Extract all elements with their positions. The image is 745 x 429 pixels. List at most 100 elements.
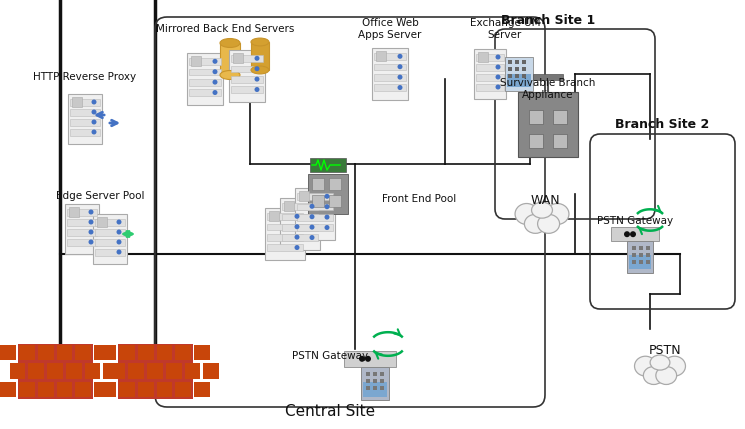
Bar [93, 214, 127, 264]
Bar [166, 363, 182, 379]
Ellipse shape [635, 356, 656, 376]
Bar [67, 209, 97, 215]
Circle shape [624, 231, 630, 237]
Bar [231, 86, 263, 93]
Circle shape [255, 66, 259, 71]
Bar [101, 382, 116, 397]
Bar [529, 110, 543, 124]
Bar [372, 48, 408, 100]
Text: HTTP Reverse Proxy: HTTP Reverse Proxy [34, 72, 136, 82]
Ellipse shape [524, 214, 546, 233]
Bar [553, 110, 567, 124]
Bar [189, 79, 221, 86]
Ellipse shape [546, 203, 569, 224]
Bar [95, 249, 125, 256]
Bar [299, 191, 309, 201]
Bar [19, 345, 35, 360]
Bar [529, 134, 543, 148]
Ellipse shape [220, 39, 240, 48]
Bar [189, 58, 221, 65]
Bar [478, 52, 488, 62]
Bar [474, 49, 506, 99]
Bar [94, 345, 110, 360]
Circle shape [495, 64, 501, 69]
Circle shape [89, 230, 94, 235]
Bar [515, 74, 519, 78]
Bar [374, 74, 406, 81]
Bar [282, 214, 318, 221]
Bar [267, 213, 303, 220]
Circle shape [495, 75, 501, 79]
Bar [70, 99, 100, 106]
Bar [632, 246, 635, 251]
Text: Survivable Branch
Appliance: Survivable Branch Appliance [501, 78, 596, 100]
Bar [19, 382, 35, 397]
Bar [638, 260, 643, 264]
Bar [282, 224, 318, 231]
Bar [312, 195, 324, 207]
Bar [646, 246, 650, 251]
Bar [175, 345, 191, 360]
Bar [231, 76, 263, 83]
Bar [203, 363, 219, 379]
Ellipse shape [656, 366, 676, 384]
Circle shape [309, 204, 314, 209]
Text: Office Web
Apps Server: Office Web Apps Server [358, 18, 422, 40]
Circle shape [116, 220, 121, 224]
Text: Front End Pool: Front End Pool [382, 194, 456, 204]
Text: PSTN Gateway: PSTN Gateway [292, 351, 368, 361]
Bar [231, 66, 263, 73]
Bar [231, 55, 263, 62]
Bar [505, 57, 533, 91]
Bar [67, 239, 97, 245]
Bar [344, 351, 396, 367]
Bar [95, 239, 125, 245]
Bar [376, 51, 386, 61]
Circle shape [495, 54, 501, 60]
Ellipse shape [650, 355, 670, 370]
Bar [17, 344, 92, 399]
Circle shape [294, 245, 299, 250]
Bar [380, 372, 384, 376]
Circle shape [309, 235, 314, 240]
Bar [363, 382, 387, 397]
Bar [280, 198, 320, 250]
Ellipse shape [538, 214, 559, 233]
Ellipse shape [251, 66, 269, 74]
Bar [191, 56, 201, 66]
Bar [67, 229, 97, 236]
Circle shape [92, 120, 97, 124]
Bar [372, 386, 377, 390]
Bar [297, 224, 333, 231]
Bar [66, 363, 82, 379]
Bar [72, 97, 82, 107]
Bar [70, 109, 100, 115]
Bar [295, 188, 335, 240]
Bar [69, 207, 79, 217]
Text: Exchange UM
Server: Exchange UM Server [470, 18, 540, 40]
Bar [119, 382, 135, 397]
Bar [175, 382, 191, 397]
Bar [310, 158, 346, 172]
Ellipse shape [664, 356, 685, 376]
Bar [128, 363, 144, 379]
Bar [366, 386, 370, 390]
Bar [646, 254, 650, 257]
Bar [95, 229, 125, 236]
Bar [611, 227, 659, 242]
Bar [297, 214, 333, 221]
Bar [229, 50, 265, 102]
Bar [329, 195, 341, 207]
Text: Central Site: Central Site [285, 404, 375, 419]
Bar [265, 208, 305, 260]
Bar [553, 134, 567, 148]
Bar [533, 73, 563, 79]
Bar [632, 260, 635, 264]
Text: Branch Site 2: Branch Site 2 [615, 118, 709, 130]
Bar [67, 219, 97, 226]
Bar [38, 345, 54, 360]
Ellipse shape [646, 356, 674, 382]
Bar [110, 363, 125, 379]
Bar [97, 217, 107, 227]
Bar [632, 254, 635, 257]
